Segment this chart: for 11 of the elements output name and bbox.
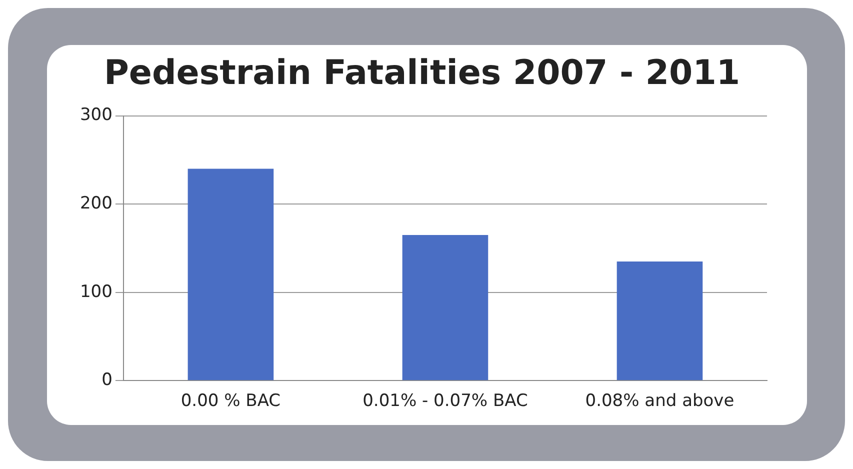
- x-tick-label: 0.08% and above: [584, 390, 734, 411]
- bar: [187, 168, 274, 380]
- y-tick-label: 300: [79, 104, 112, 125]
- y-tick-label: 0: [101, 370, 112, 390]
- x-tick-label: 0.00 % BAC: [180, 390, 280, 411]
- bar: [616, 260, 702, 380]
- y-tick-label: 100: [79, 281, 112, 302]
- y-tick-label: 200: [79, 192, 112, 213]
- x-tick-label: 0.01% - 0.07% BAC: [362, 390, 528, 411]
- bar: [402, 234, 488, 380]
- chart-title: Pedestrain Fatalities 2007 - 2011: [103, 52, 740, 93]
